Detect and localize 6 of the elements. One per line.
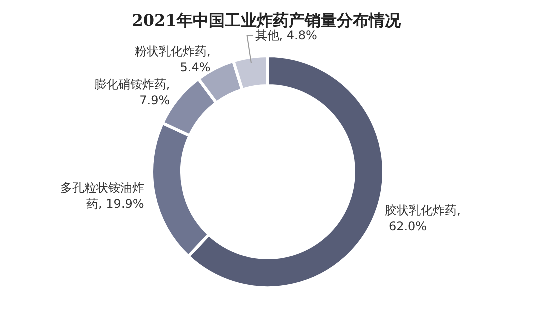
slice-label: 粉状乳化炸药, 5.4% [134,44,211,75]
slice-label: 其他, 4.8% [255,28,318,43]
chart-title: 2021年中国工业炸药产销量分布情况 [132,11,402,30]
slice-label: 膨化硝铵炸药, 7.9% [94,78,170,108]
slice-label: 多孔粒状铵油炸药, 19.9% [60,181,144,211]
slice-label: 胶状乳化炸药, 62.0% [385,203,461,234]
